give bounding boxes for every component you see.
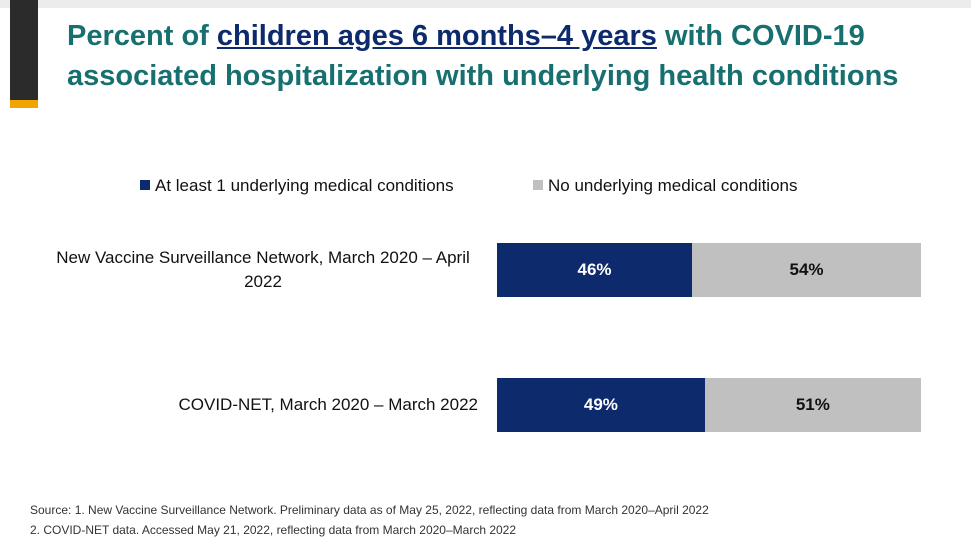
legend-item: No underlying medical conditions — [533, 176, 797, 196]
legend-item: At least 1 underlying medical conditions — [140, 176, 454, 196]
bar-segment: 54% — [692, 243, 921, 297]
bar-segment: 49% — [497, 378, 705, 432]
legend-swatch — [533, 180, 543, 190]
chart-title: Percent of children ages 6 months–4 year… — [67, 16, 947, 96]
title-part: Percent of — [67, 20, 209, 52]
category-label-box: COVID-NET, March 2020 – March 2022 — [178, 393, 478, 417]
accent-strip — [10, 100, 38, 108]
source-note: Source: 1. New Vaccine Surveillance Netw… — [30, 503, 709, 517]
legend-label: No underlying medical conditions — [548, 176, 798, 195]
bar-segment: 51% — [704, 378, 921, 432]
category-label: New Vaccine Surveillance Network, March … — [56, 248, 470, 291]
top-strip — [0, 0, 971, 8]
source-note: 2. COVID-NET data. Accessed May 21, 2022… — [30, 523, 517, 537]
category-label-box: New Vaccine Surveillance Network, March … — [48, 246, 478, 294]
category-label: COVID-NET, March 2020 – March 2022 — [178, 395, 478, 414]
data-label: 54% — [789, 260, 824, 279]
title-part: with COVID-19 associated hospitalization… — [67, 20, 899, 92]
legend-label: At least 1 underlying medical conditions — [155, 176, 454, 195]
data-label: 51% — [795, 395, 830, 414]
data-label: 46% — [577, 260, 612, 279]
bar-segment: 46% — [497, 243, 693, 297]
legend-swatch — [140, 180, 150, 190]
title-emphasis: children ages 6 months–4 years — [216, 20, 657, 52]
data-label: 49% — [583, 395, 618, 414]
accent-bar — [10, 0, 38, 100]
